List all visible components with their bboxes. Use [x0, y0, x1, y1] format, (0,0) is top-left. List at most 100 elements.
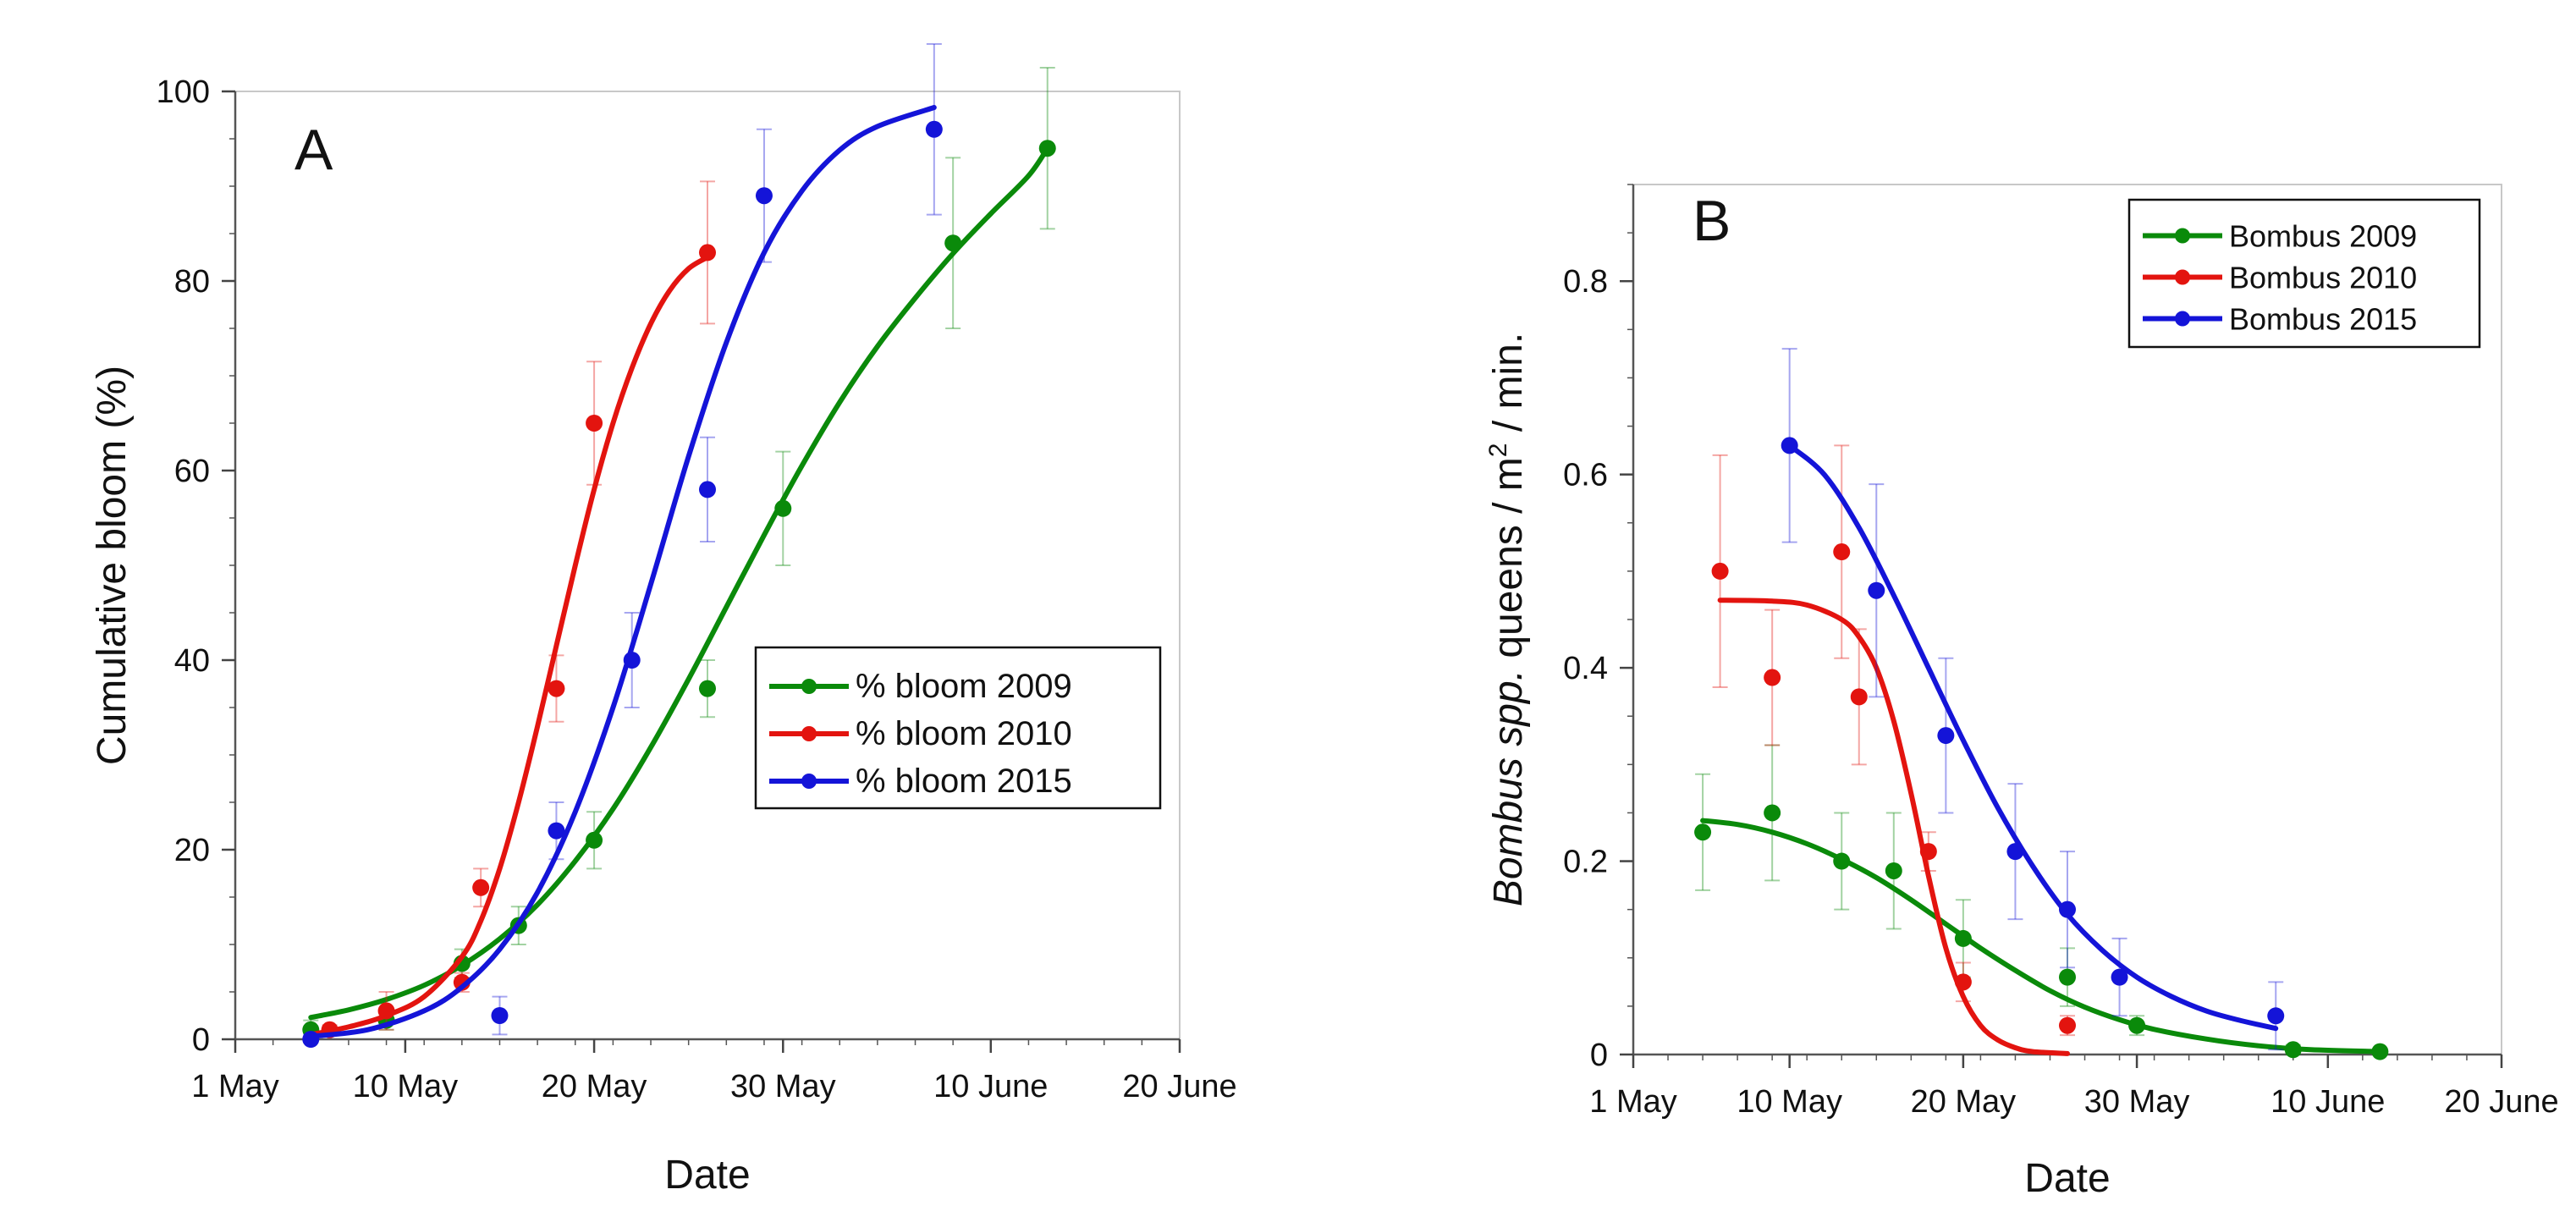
legend-item-bombus-2009: Bombus 2009 [2143, 219, 2417, 254]
fit-curve [308, 255, 710, 1038]
legend-label: % bloom 2010 [856, 715, 1072, 752]
y-tick-label: 0.6 [1563, 458, 1608, 493]
panel-b: 1 May 10 May 20 May 30 May 10 June 20 June 0 0.… [1484, 184, 2559, 1201]
y-tick-label: 40 [174, 643, 210, 679]
data-point [944, 234, 962, 252]
x-tick-label: 20 May [1911, 1084, 2017, 1120]
data-point [2371, 1043, 2389, 1060]
x-tick-label: 1 May [191, 1069, 278, 1104]
data-point [1764, 669, 1781, 686]
legend-swatch-marker [801, 726, 817, 741]
data-point [699, 244, 716, 262]
y-tick-label: 0.4 [1563, 651, 1608, 686]
y-tick-label: 60 [174, 454, 210, 489]
data-point [1694, 823, 1712, 841]
data-point [1833, 543, 1851, 561]
data-point [1781, 437, 1798, 454]
series-bloom-2009 [302, 67, 1056, 1040]
fit-curve [308, 105, 937, 1039]
data-point [1954, 973, 1972, 991]
x-tick-label: 10 June [2271, 1084, 2385, 1120]
y-axis-title: Cumulative bloom (%) [90, 366, 135, 765]
data-point [1954, 929, 1972, 947]
fit-curve [1700, 818, 2383, 1055]
data-point [1711, 562, 1729, 580]
legend-label: Bombus 2010 [2229, 261, 2417, 295]
y-tick-label: 0 [192, 1022, 210, 1058]
data-point [548, 680, 565, 697]
legend-label: % bloom 2009 [856, 668, 1072, 705]
series-bombus-2009 [1694, 744, 2389, 1060]
data-point [699, 680, 716, 697]
fit-curve [1717, 597, 2070, 1056]
data-point [586, 415, 603, 432]
x-axis-title: Date [664, 1153, 750, 1198]
data-point [586, 831, 603, 849]
x-tick-label: 30 May [2084, 1084, 2190, 1120]
data-point [1868, 581, 1885, 599]
y-axis-title: Bombus spp. queens / m2 / min. [1484, 333, 1531, 906]
x-tick-label: 10 May [1737, 1084, 1842, 1120]
legend-label: % bloom 2015 [856, 763, 1072, 800]
legend-item-bombus-2010: Bombus 2010 [2143, 261, 2417, 295]
x-tick-label: 20 June [2444, 1084, 2558, 1120]
series-bloom-2010 [308, 180, 716, 1038]
data-point [472, 878, 490, 896]
fit-curve [1786, 443, 2279, 1032]
y-tick-label: 0.2 [1563, 845, 1608, 880]
x-tick-label: 30 May [730, 1069, 836, 1104]
y-axis-title-italic: Bombus spp. [1486, 669, 1531, 906]
y-axis-title-unit: / min. [1486, 333, 1531, 443]
legend-label: Bombus 2009 [2229, 219, 2417, 254]
data-point [548, 822, 565, 840]
data-point [1885, 862, 1902, 879]
x-tick-label: 20 May [542, 1069, 647, 1104]
legend-item-bloom-2015: % bloom 2015 [769, 763, 1072, 800]
data-point [1919, 843, 1937, 861]
series-bombus-2010 [1711, 444, 2076, 1056]
legend-item-bloom-2010: % bloom 2010 [769, 715, 1072, 752]
data-point [1833, 852, 1851, 870]
data-point [774, 499, 792, 517]
data-point [1038, 140, 1056, 157]
legend-item-bombus-2015: Bombus 2015 [2143, 302, 2417, 337]
data-point [2059, 1016, 2076, 1034]
y-tick-label: 100 [157, 74, 210, 110]
panel-a: 1 May 10 May 20 May 30 May 10 June 20 June 0 20… [90, 43, 1237, 1198]
data-point [2059, 900, 2076, 918]
data-point [623, 652, 641, 669]
data-point [2111, 968, 2128, 986]
data-point [1764, 804, 1781, 822]
data-point [1937, 727, 1955, 745]
y-axis-title-text: queens / m [1486, 457, 1531, 669]
data-point [2006, 843, 2024, 861]
data-point [699, 481, 716, 498]
legend-swatch-marker [801, 774, 817, 789]
y-tick-label: 0.8 [1563, 264, 1608, 300]
data-point [2267, 1007, 2285, 1025]
data-point [1850, 688, 1868, 706]
panel-label: A [294, 118, 333, 182]
y-tick-label: 0 [1590, 1038, 1608, 1073]
legend-label: Bombus 2015 [2229, 302, 2417, 337]
series-bombus-2015 [1781, 348, 2285, 1051]
x-tick-label: 10 May [353, 1069, 459, 1104]
data-point [755, 187, 773, 205]
legend-swatch-marker [2175, 269, 2190, 285]
panel-label: B [1693, 189, 1731, 253]
data-point [302, 1031, 320, 1048]
series-bloom-2015 [302, 43, 943, 1048]
x-tick-label: 10 June [933, 1069, 1048, 1104]
legend-swatch-marker [2175, 228, 2190, 244]
x-tick-label: 1 May [1589, 1084, 1676, 1120]
data-point [925, 120, 943, 138]
legend: Bombus 2009 Bombus 2010 Bombus 2015 [2127, 198, 2481, 349]
legend-item-bloom-2009: % bloom 2009 [769, 668, 1072, 705]
x-axis-title: Date [2024, 1156, 2110, 1201]
legend: % bloom 2009 % bloom 2010 % bloom 2015 [754, 646, 1162, 810]
data-point [2059, 968, 2076, 986]
legend-swatch-marker [801, 679, 817, 694]
data-point [377, 1002, 395, 1020]
y-axis-title-superscript: 2 [1484, 443, 1512, 458]
